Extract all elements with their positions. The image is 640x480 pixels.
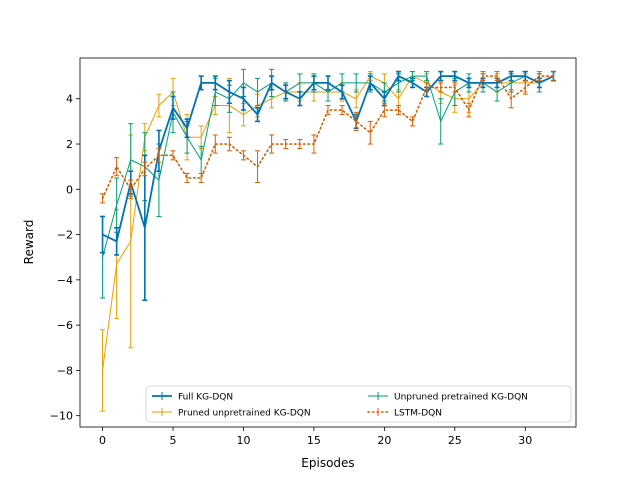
series-lstm-dqn <box>100 71 556 204</box>
y-tick-label: −6 <box>57 319 73 332</box>
y-tick-label: 4 <box>66 93 73 106</box>
y-axis-ticks: −10 −8 −6 −4 −2 0 2 4 <box>50 93 80 423</box>
series-full-kg-dqn <box>100 70 556 302</box>
legend-item: LSTM-DQN <box>367 408 442 419</box>
error-bar <box>395 105 401 116</box>
error-bar <box>367 120 373 145</box>
x-axis-label: Episodes <box>301 456 354 470</box>
x-tick-label: 25 <box>448 434 462 447</box>
error-bar <box>339 105 345 116</box>
error-bar <box>184 172 190 184</box>
error-bar <box>410 116 416 127</box>
series-line <box>101 75 555 200</box>
x-tick-label: 5 <box>170 434 177 447</box>
error-bar <box>114 157 120 177</box>
plot-area <box>100 68 556 412</box>
x-tick-label: 20 <box>377 434 391 447</box>
y-tick-label: 0 <box>66 183 73 196</box>
legend: Full KG-DQN Pruned unpretrained KG-DQN Unp… <box>145 385 572 423</box>
x-tick-label: 30 <box>518 434 532 447</box>
legend-label: Pruned unpretrained KG-DQN <box>178 409 311 419</box>
error-bar <box>198 172 204 184</box>
error-bar <box>170 150 176 161</box>
y-tick-label: −2 <box>57 229 73 242</box>
x-tick-label: 15 <box>307 434 321 447</box>
x-tick-label: 10 <box>236 434 250 447</box>
legend-label: LSTM-DQN <box>394 409 442 419</box>
y-axis-label: Reward <box>22 220 36 265</box>
y-tick-label: −8 <box>57 364 73 377</box>
legend-label: Full KG-DQN <box>178 393 233 403</box>
axes-frame <box>79 57 577 428</box>
legend-item: Pruned unpretrained KG-DQN <box>152 408 311 419</box>
error-bar <box>353 111 359 131</box>
x-axis-ticks: 0 5 10 15 20 25 30 <box>99 427 532 447</box>
y-tick-label: 2 <box>66 138 73 151</box>
error-bar <box>128 179 134 199</box>
legend-box <box>145 385 572 423</box>
legend-item: Full KG-DQN <box>152 392 233 403</box>
y-tick-label: −10 <box>50 410 73 423</box>
x-tick-label: 0 <box>99 434 106 447</box>
legend-item: Unpruned pretrained KG-DQN <box>368 392 528 403</box>
series-line <box>102 75 554 243</box>
y-tick-label: −4 <box>57 274 73 287</box>
error-bar <box>381 102 387 118</box>
legend-label: Unpruned pretrained KG-DQN <box>394 393 528 403</box>
